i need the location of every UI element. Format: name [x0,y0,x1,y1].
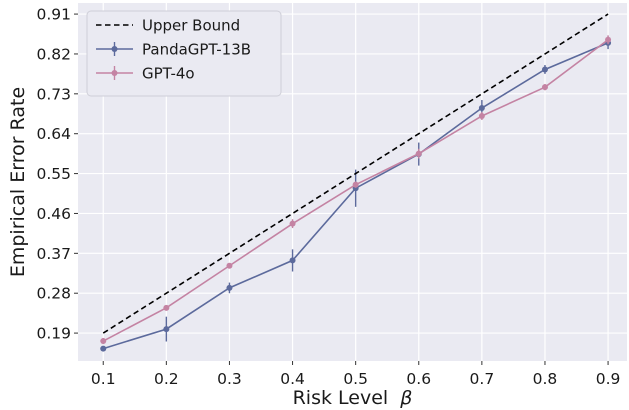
data-point [289,220,296,227]
legend-entry: PandaGPT-13B [96,41,251,59]
legend-swatch-marker [111,70,118,76]
y-tick-label: 0.46 [36,205,71,223]
data-point [541,84,548,91]
y-tick-label: 0.55 [36,165,71,183]
y-tick-label: 0.19 [36,325,71,343]
x-tick-label: 0.1 [91,370,116,388]
data-point [605,36,612,43]
legend-entry: Upper Bound [96,17,240,35]
x-axis-label: Risk Level β [293,387,413,409]
x-tick-label: 0.7 [470,370,495,388]
data-point [163,326,170,333]
y-tick-label: 0.82 [36,45,71,63]
y-axis-label: Empirical Error Rate [7,87,29,277]
y-tick-label: 0.91 [36,6,71,24]
legend-entries: Upper Bound PandaGPT-13B GPT-4o [96,17,251,83]
data-point [226,284,233,291]
legend-swatch-marker [111,46,118,52]
series-gpt-4o [100,35,612,345]
x-axis-label-symbol: β [399,387,412,409]
legend-label: GPT-4o [142,65,195,83]
y-tick-label: 0.37 [36,245,71,263]
x-tick-label: 0.4 [280,370,305,388]
y-tick-label: 0.64 [36,125,71,143]
y-tick-label: 0.28 [36,285,71,303]
data-point [100,345,107,352]
data-point [289,257,296,264]
series-line [102,13,609,334]
legend-entry: GPT-4o [96,65,195,83]
data-point [352,181,359,188]
x-tick-label: 0.3 [217,370,242,388]
series-upper-bound [102,13,609,334]
data-point [163,304,170,311]
legend: Upper Bound PandaGPT-13B GPT-4o [86,10,282,97]
data-point [541,66,548,73]
legend-label: PandaGPT-13B [142,41,251,59]
data-point [478,112,485,119]
data-point [100,338,107,345]
x-tick-label: 0.8 [533,370,558,388]
x-tick-label: 0.5 [343,370,368,388]
series-layer [100,13,612,352]
data-point [478,105,485,112]
x-axis-label-text: Risk Level [293,387,389,409]
legend-label: Upper Bound [142,17,240,35]
legend-box [86,10,282,97]
x-tick-label: 0.6 [406,370,431,388]
x-tick-label: 0.2 [154,370,179,388]
data-point [415,150,422,157]
x-tick-label: 0.9 [596,370,621,388]
y-tick-label: 0.73 [36,85,71,103]
data-point [226,262,233,269]
tick-labels: 0.1 0.2 0.3 0.4 0.5 0.6 0.7 0.8 0.9 0.19 0.28 0.37 0… [36,6,620,388]
